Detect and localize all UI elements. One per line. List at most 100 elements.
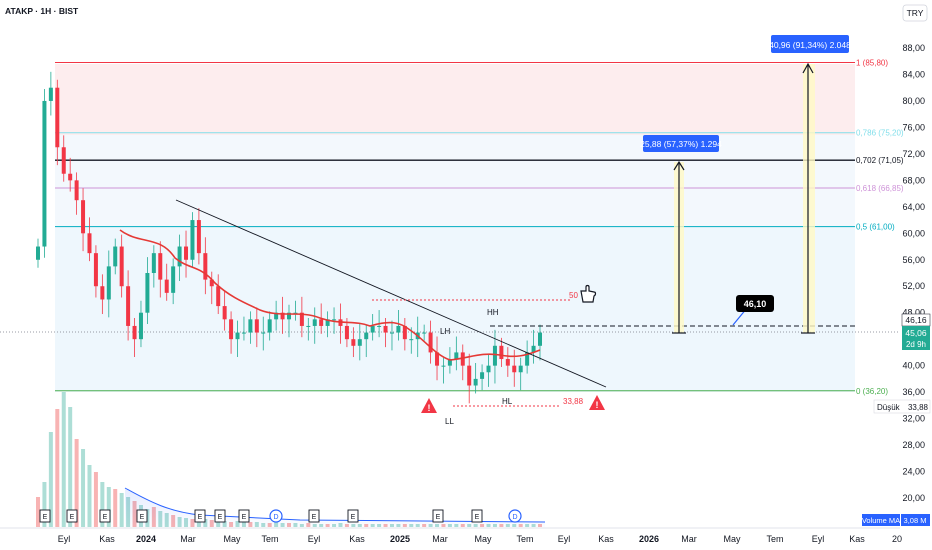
fib-level-label: 1 (85,80)	[856, 59, 888, 68]
svg-text:40,96 (91,34%) 2.048: 40,96 (91,34%) 2.048	[769, 40, 851, 50]
svg-text:46,10: 46,10	[744, 299, 767, 309]
currency-button[interactable]	[902, 4, 928, 22]
hand-pointer-icon	[580, 284, 597, 303]
svg-text:!: !	[428, 403, 431, 413]
price-tick-label: 40,00	[902, 361, 925, 371]
fib-zone-low	[55, 228, 855, 392]
warning-icon: !	[421, 398, 437, 413]
price-tick-label: 88,00	[902, 43, 925, 53]
symbol-title[interactable]: ATAKP · 1H · BIST	[5, 6, 79, 16]
fib-zone-top	[55, 64, 855, 135]
volume-bar	[81, 449, 86, 527]
candle-body	[145, 273, 150, 313]
price-tick-label: 56,00	[902, 255, 925, 265]
earnings-marker[interactable]	[136, 509, 148, 523]
volume-bar	[119, 493, 124, 527]
ll-label: LL	[445, 417, 454, 426]
candle-body	[267, 319, 272, 333]
candle-body	[209, 279, 214, 287]
candle-body	[216, 286, 221, 307]
candle-body	[473, 378, 478, 386]
trendline[interactable]	[175, 199, 607, 388]
lh-label: LH	[440, 327, 450, 336]
candle-body	[158, 253, 163, 280]
time-tick-label: Kas	[849, 534, 865, 544]
time-tick-label: 2025	[390, 534, 410, 544]
candle-body	[518, 365, 523, 373]
target-arrow-2[interactable]	[801, 62, 815, 334]
candle-body	[241, 332, 246, 334]
earnings-marker[interactable]	[432, 509, 444, 523]
volume-bar	[68, 407, 73, 527]
dividend-marker[interactable]	[269, 509, 283, 523]
earnings-marker[interactable]	[39, 509, 51, 523]
price-tick-label: 84,00	[902, 69, 925, 79]
candle-body	[287, 312, 291, 320]
moving-average-line	[119, 229, 541, 361]
time-tick-label: Eyl	[58, 534, 71, 544]
price-callout[interactable]: 46,10	[732, 295, 774, 326]
target-label-1[interactable]: 25,88 (57,37%) 1.294	[640, 135, 722, 152]
earnings-marker-label: E	[312, 514, 317, 521]
fib-level-label: 0,618 (66,85)	[856, 184, 904, 193]
time-tick-label: May	[474, 534, 492, 544]
hl-label: HL	[502, 397, 513, 406]
candle-body	[525, 352, 530, 366]
candle-body	[222, 306, 227, 320]
candle-body	[435, 352, 440, 366]
volume-bar	[106, 487, 111, 527]
price-tick-label: 76,00	[902, 122, 925, 132]
earnings-marker[interactable]	[214, 509, 226, 523]
fib-levels[interactable]	[55, 62, 855, 392]
time-tick-label: Kas	[349, 534, 365, 544]
candle-body	[538, 332, 542, 346]
time-tick-label: Kas	[99, 534, 115, 544]
candle-body	[505, 359, 510, 366]
candle-body	[235, 332, 240, 340]
countdown: 2d 9h	[906, 340, 926, 349]
candle-body	[119, 246, 124, 287]
candle-body	[229, 319, 234, 340]
volume-bar	[42, 482, 47, 527]
earnings-marker-label: E	[43, 514, 48, 521]
dividend-marker[interactable]	[508, 509, 522, 523]
earnings-marker[interactable]	[99, 509, 111, 523]
candle-body	[113, 246, 118, 267]
earnings-marker-label: E	[475, 514, 480, 521]
candle-body	[357, 339, 362, 346]
price-axis-ticks: 20,0024,0028,0032,0036,0040,0044,0048,00…	[902, 43, 925, 503]
earnings-marker-label: E	[103, 514, 108, 521]
earnings-marker[interactable]	[238, 509, 250, 523]
candle-body	[370, 325, 375, 333]
fib-level-label: 0,5 (61,00)	[856, 223, 895, 232]
price-axis[interactable]	[900, 0, 932, 550]
candle-body	[486, 365, 491, 373]
candle-body	[531, 345, 536, 353]
target-arrow-1[interactable]	[672, 160, 686, 334]
earnings-marker[interactable]	[194, 509, 206, 523]
candle-body	[299, 312, 304, 326]
price-tick-label: 36,00	[902, 387, 925, 397]
candle-body	[492, 345, 497, 366]
time-tick-label: Eyl	[812, 534, 825, 544]
candle-body	[306, 325, 311, 327]
target-label-2[interactable]: 40,96 (91,34%) 2.048	[769, 35, 851, 53]
earnings-marker[interactable]	[308, 509, 320, 523]
candle-body	[61, 147, 66, 174]
volume-bar	[74, 439, 79, 527]
currency-label: TRY	[907, 8, 924, 18]
candle-body	[409, 339, 414, 341]
price-tick-label: 32,00	[902, 414, 925, 424]
time-tick-label: May	[223, 534, 241, 544]
last-price-value: 45,06	[905, 328, 927, 338]
earnings-marker[interactable]	[347, 509, 359, 523]
time-tick-label: Mar	[681, 534, 697, 544]
earnings-marker[interactable]	[66, 509, 78, 523]
volume-bar	[93, 472, 98, 527]
candle-body	[319, 319, 324, 326]
candle-body	[87, 233, 92, 254]
fifty-label: 50	[569, 291, 578, 300]
earnings-marker[interactable]	[471, 509, 483, 523]
